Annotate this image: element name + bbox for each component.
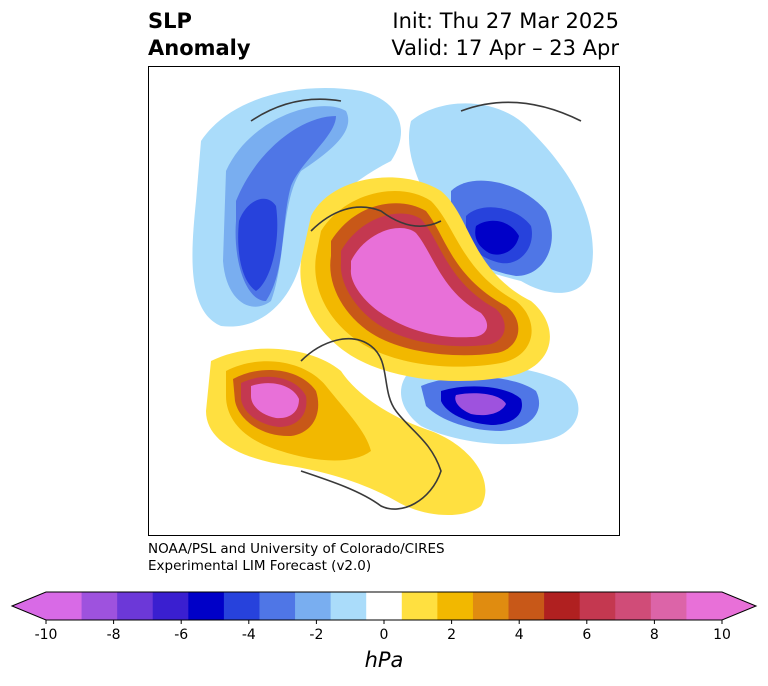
colorbar-tick-label: 8	[649, 627, 659, 643]
colorbar-cell	[223, 592, 260, 620]
colorbar-tick-label: 2	[447, 627, 457, 643]
colorbar-cell	[508, 592, 545, 620]
high-arctic	[300, 177, 550, 381]
colorbar-cell	[81, 592, 118, 620]
colorbar-cell	[544, 592, 581, 620]
init-date: Init: Thu 27 Mar 2025	[392, 9, 619, 33]
colorbar-cell	[615, 592, 652, 620]
colorbar-extend-low	[12, 592, 46, 620]
low-atlantic	[401, 365, 579, 445]
title-left: SLP Anomaly	[148, 8, 251, 62]
title-slp: SLP	[148, 9, 192, 33]
title-right: Init: Thu 27 Mar 2025 Valid: 17 Apr – 23…	[391, 8, 619, 62]
colorbar-tick-label: 4	[514, 627, 524, 643]
colorbar-cell	[686, 592, 723, 620]
colorbar-tick-label: -4	[241, 627, 256, 643]
anomaly-map	[192, 88, 593, 516]
valid-dates: Valid: 17 Apr – 23 Apr	[391, 36, 619, 60]
colorbar-cell	[650, 592, 687, 620]
colorbar-cell	[117, 592, 154, 620]
high-north-america	[206, 348, 486, 516]
colorbar	[10, 591, 758, 624]
low-pacific-north	[192, 88, 401, 327]
colorbar-cell	[366, 592, 403, 620]
colorbar-cell	[152, 592, 189, 620]
colorbar-tick-label: 0	[379, 627, 389, 643]
colorbar-tick-label: 6	[582, 627, 592, 643]
credit: NOAA/PSL and University of Colorado/CIRE…	[148, 541, 445, 575]
title-anomaly: Anomaly	[148, 36, 251, 60]
colorbar-cell	[188, 592, 225, 620]
colorbar-tick-label: 10	[713, 627, 731, 643]
colorbar-unit: hPa	[364, 648, 404, 672]
credit-line-2: Experimental LIM Forecast (v2.0)	[148, 558, 372, 574]
colorbar-cell	[579, 592, 616, 620]
coastlines	[250, 98, 582, 510]
colorbar-cell	[46, 592, 83, 620]
colorbar-cell	[472, 592, 510, 620]
colorbar-extend-high	[722, 592, 756, 620]
credit-line-1: NOAA/PSL and University of Colorado/CIRE…	[148, 541, 445, 557]
map-panel	[148, 66, 620, 536]
colorbar-tick-label: -10	[34, 627, 58, 643]
colorbar-tick-label: -6	[174, 627, 189, 643]
colorbar-cell	[259, 592, 296, 620]
colorbar-tick-label: -8	[106, 627, 121, 643]
colorbar-cell	[401, 592, 438, 620]
colorbar-cell	[437, 592, 474, 620]
colorbar-tick-label: -2	[309, 627, 324, 643]
colorbar-cell	[295, 592, 332, 620]
colorbar-cell	[330, 592, 367, 620]
